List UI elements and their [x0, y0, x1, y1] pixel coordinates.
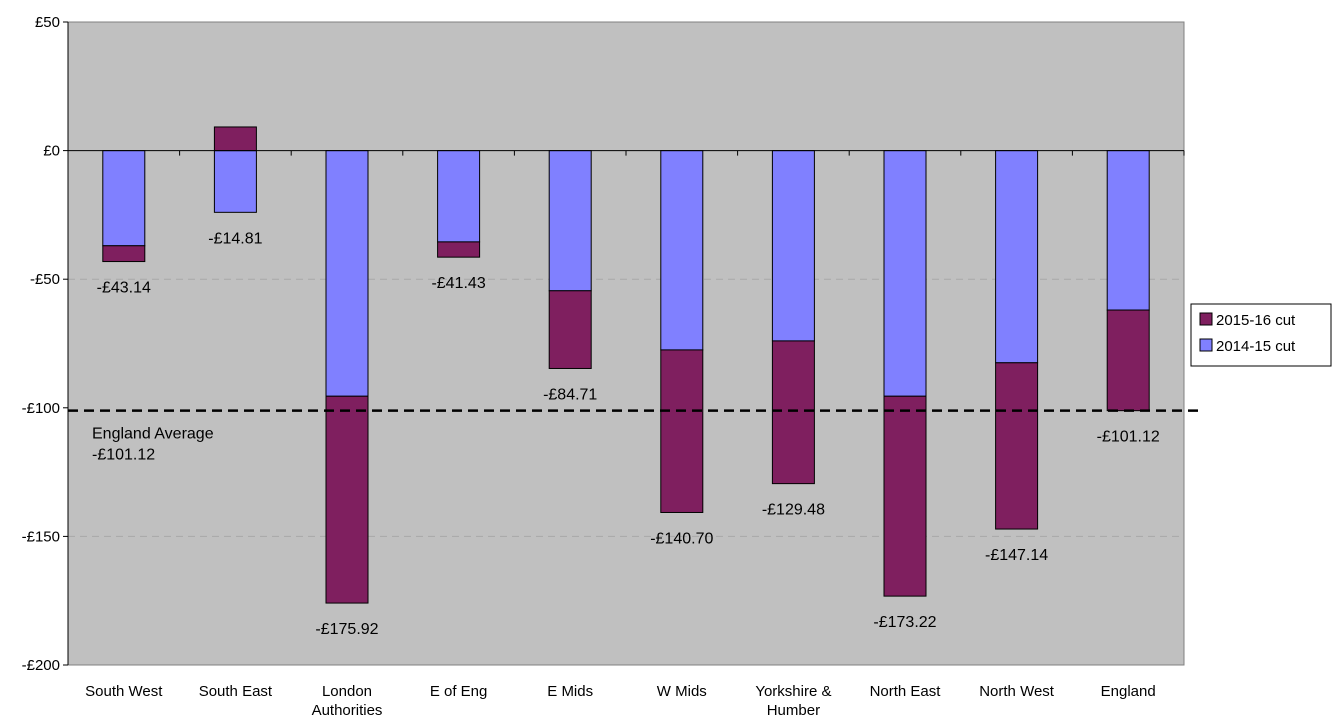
- bar-2014-15: [548, 150, 592, 292]
- data-label: -£147.14: [985, 547, 1048, 564]
- y-tick-label: -£200: [22, 657, 60, 674]
- category-label: North East: [870, 683, 942, 700]
- category-label: E Mids: [547, 683, 593, 700]
- bar-2014-15: [771, 150, 815, 342]
- y-axis: £50 £0 -£50 -£100 -£150 -£200: [22, 14, 69, 674]
- category-label: Authorities: [312, 702, 383, 719]
- y-tick-label: -£50: [30, 271, 60, 288]
- y-tick-label: -£150: [22, 528, 60, 545]
- bar-2015-16: [883, 395, 927, 597]
- category-label: E of Eng: [430, 683, 488, 700]
- bar-2015-16: [1106, 309, 1150, 412]
- category-label: W Mids: [657, 683, 707, 700]
- bar-2014-15: [883, 150, 927, 397]
- data-label: -£129.48: [762, 502, 825, 519]
- bar-2015-16: [771, 340, 815, 485]
- category-label: Humber: [767, 702, 820, 719]
- bars: [102, 126, 1150, 604]
- data-label: -£14.81: [208, 230, 262, 247]
- y-tick-label: £50: [35, 14, 60, 31]
- england-average-line: England Average -£101.12: [68, 409, 1203, 464]
- data-label: -£43.14: [97, 280, 151, 297]
- category-label: London: [322, 683, 372, 700]
- bar-2015-16: [660, 349, 704, 513]
- bar-2015-16: [325, 395, 369, 604]
- bar-2015-16: [548, 290, 592, 369]
- england-average-label: -£101.12: [92, 447, 155, 464]
- category-label: England: [1101, 683, 1156, 700]
- category-label: South East: [199, 683, 273, 700]
- bar-2014-15: [1106, 150, 1150, 311]
- legend-label: 2014-15 cut: [1216, 338, 1296, 355]
- data-labels: -£43.14 -£14.81 -£175.92 -£41.43 -£84.71 -£14…: [97, 230, 1160, 638]
- category-label: North West: [979, 683, 1055, 700]
- bar-2015-16: [995, 362, 1039, 530]
- bar-2015-16: [213, 126, 257, 152]
- data-label: -£140.70: [650, 530, 713, 547]
- y-tick-label: £0: [43, 143, 60, 160]
- data-label: -£173.22: [873, 614, 936, 631]
- legend-swatch: [1199, 338, 1213, 352]
- bar-2014-15: [437, 150, 481, 243]
- data-label: -£84.71: [543, 386, 597, 403]
- bar-2014-15: [102, 150, 146, 247]
- england-average-label: England Average: [92, 426, 214, 443]
- bar-2014-15: [995, 150, 1039, 364]
- bar-2015-16: [102, 245, 146, 263]
- y-tick-label: -£100: [22, 400, 60, 417]
- bar-2014-15: [660, 150, 704, 351]
- legend-box: [1190, 303, 1332, 367]
- data-label: -£41.43: [431, 275, 485, 292]
- x-axis: South West South East London Authorities E o…: [85, 683, 1156, 719]
- category-label: Yorkshire &: [755, 683, 831, 700]
- data-label: -£175.92: [315, 621, 378, 638]
- bar-2014-15: [213, 150, 257, 213]
- bar-2014-15: [325, 150, 369, 397]
- legend: 2015-16 cut 2014-15 cut: [1190, 303, 1332, 367]
- bar-2015-16: [437, 241, 481, 258]
- legend-swatch: [1199, 312, 1213, 326]
- category-label: South West: [85, 683, 163, 700]
- data-label: -£101.12: [1097, 429, 1160, 446]
- legend-label: 2015-16 cut: [1216, 312, 1296, 329]
